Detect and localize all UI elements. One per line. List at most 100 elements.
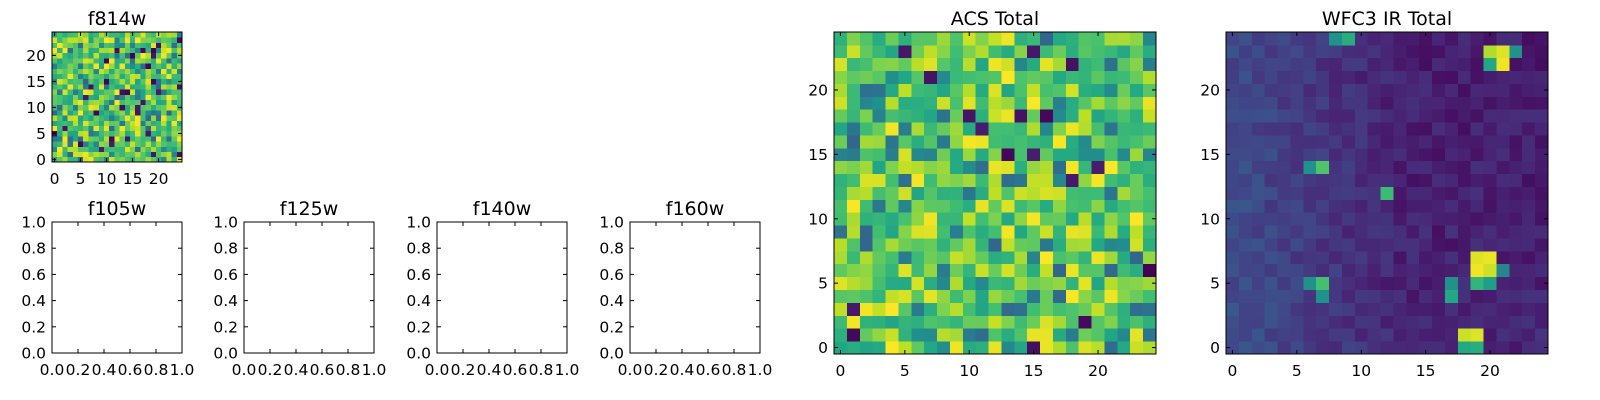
- x-tick-label: 0.6: [696, 361, 721, 379]
- heatmap-cell: [1277, 263, 1291, 278]
- heatmap-cell: [834, 147, 848, 162]
- heatmap-cell: [1264, 96, 1278, 110]
- heatmap-cell: [156, 94, 162, 100]
- heatmap-cell: [124, 94, 131, 100]
- heatmap-cell: [1143, 83, 1157, 97]
- heatmap-cell: [1419, 32, 1433, 46]
- heatmap-cell: [1014, 328, 1028, 342]
- heatmap-cell: [1040, 44, 1054, 59]
- heatmap-cell: [1444, 122, 1459, 136]
- x-tick-label: 1.0: [555, 361, 580, 379]
- heatmap-cell: [1496, 57, 1510, 72]
- heatmap-cell: [1419, 96, 1433, 110]
- heatmap-cell: [859, 263, 874, 278]
- heatmap-cell: [1014, 122, 1028, 136]
- x-tick-label: 15: [123, 170, 143, 188]
- heatmap-cell: [156, 115, 162, 121]
- panel-title: f140w: [473, 198, 532, 220]
- heatmap-cell: [1341, 186, 1356, 200]
- heatmap-cell: [859, 199, 874, 213]
- heatmap-cell: [1277, 32, 1291, 46]
- heatmap-cell: [1457, 122, 1472, 136]
- heatmap-cell: [1522, 173, 1536, 187]
- heatmap-cell: [140, 146, 146, 152]
- heatmap-cell: [1130, 186, 1144, 200]
- heatmap-cell: [1238, 341, 1253, 355]
- heatmap-cell: [1040, 109, 1054, 123]
- heatmap-cell: [98, 156, 105, 163]
- heatmap-cell: [1251, 315, 1266, 329]
- heatmap-cell: [1238, 225, 1253, 239]
- axes-frame: [1225, 31, 1549, 355]
- heatmap-cell: [1457, 212, 1472, 226]
- heatmap-cell: [1496, 135, 1510, 149]
- heatmap-cell: [124, 89, 131, 95]
- heatmap-cell: [1432, 212, 1446, 226]
- heatmap-cell: [1251, 263, 1266, 278]
- heatmap-cell: [1444, 225, 1459, 239]
- heatmap-cell: [937, 135, 951, 149]
- heatmap-cell: [135, 63, 141, 69]
- heatmap-cell: [52, 110, 58, 116]
- heatmap-cell: [1014, 199, 1028, 213]
- heatmap-cell: [104, 120, 110, 126]
- heatmap-cell: [872, 57, 886, 72]
- heatmap-cell: [1027, 44, 1041, 59]
- heatmap-cell: [1483, 44, 1497, 59]
- heatmap-cell: [1078, 96, 1092, 110]
- axes-frame: [436, 221, 568, 354]
- heatmap-cell: [1329, 199, 1343, 213]
- heatmap-cell: [1444, 289, 1459, 303]
- heatmap-cell: [1380, 315, 1394, 329]
- heatmap-cell: [166, 42, 172, 48]
- heatmap-cell: [145, 42, 152, 48]
- heatmap-cell: [1091, 147, 1105, 162]
- heatmap-cell: [949, 32, 964, 46]
- heatmap-cell: [1238, 122, 1253, 136]
- heatmap-cell: [1393, 147, 1407, 162]
- heatmap-cell: [1001, 44, 1015, 59]
- heatmap-cell: [1052, 212, 1067, 226]
- heatmap-cell: [1014, 70, 1028, 84]
- heatmap-cell: [988, 328, 1002, 342]
- heatmap-cell: [119, 58, 126, 64]
- heatmap-cell: [937, 186, 951, 200]
- heatmap-cell: [1341, 122, 1356, 136]
- y-tick-label: 0.6: [599, 266, 624, 284]
- heatmap-cell: [872, 250, 886, 265]
- heatmap-cell: [109, 89, 115, 95]
- heatmap-cell: [104, 68, 110, 74]
- heatmap-cell: [1251, 122, 1266, 136]
- heatmap-cell: [1065, 70, 1080, 84]
- heatmap-cell: [161, 47, 167, 54]
- x-tick-label: 20: [1088, 362, 1108, 380]
- heatmap-cell: [166, 120, 172, 126]
- heatmap-cell: [846, 70, 861, 84]
- heatmap-cell: [1457, 186, 1472, 200]
- heatmap-cell: [104, 47, 110, 54]
- heatmap-cell: [98, 63, 105, 69]
- y-tick-label: 1.0: [213, 214, 238, 232]
- heatmap-cell: [962, 199, 977, 213]
- heatmap-cell: [1104, 147, 1118, 162]
- heatmap-cell: [93, 58, 100, 64]
- heatmap-cell: [1290, 147, 1304, 162]
- heatmap-cell: [911, 147, 925, 162]
- heatmap-cell: [1001, 173, 1015, 187]
- heatmap-cell: [1052, 173, 1067, 187]
- heatmap-cell: [1226, 109, 1240, 123]
- heatmap-cell: [135, 32, 141, 38]
- heatmap-cell: [1290, 109, 1304, 123]
- heatmap-cell: [962, 289, 977, 303]
- heatmap-cell: [1329, 212, 1343, 226]
- heatmap-cell: [846, 289, 861, 303]
- heatmap-cell: [145, 136, 152, 142]
- x-tick-label: 0: [1228, 362, 1238, 380]
- heatmap-cell: [988, 32, 1002, 46]
- y-tick-label: 0.0: [21, 345, 46, 363]
- heatmap-cell: [1065, 173, 1080, 187]
- y-tick-label: 20: [26, 47, 46, 65]
- heatmap-cell: [1143, 109, 1157, 123]
- heatmap-cell: [988, 96, 1002, 110]
- heatmap-cell: [1522, 315, 1536, 329]
